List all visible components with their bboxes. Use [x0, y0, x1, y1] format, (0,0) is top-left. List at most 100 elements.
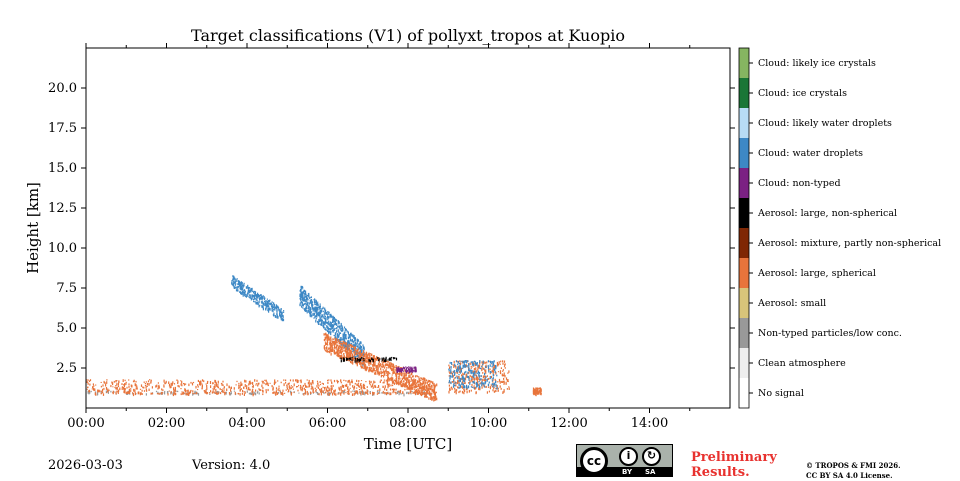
data-cell: [346, 354, 348, 357]
data-cell: [398, 375, 400, 378]
data-cell: [348, 353, 350, 355]
data-cell: [309, 299, 311, 302]
data-cell: [417, 383, 419, 385]
data-cell: [321, 315, 323, 318]
data-cell: [140, 392, 142, 395]
data-cell: [380, 367, 382, 371]
data-cell: [423, 386, 425, 389]
data-cell: [270, 302, 272, 306]
data-cell: [449, 376, 451, 380]
data-cell: [341, 329, 343, 332]
data-cell: [334, 352, 336, 355]
data-cell: [311, 301, 314, 303]
cc-license-badge[interactable]: cc i ↻ BY SA: [576, 444, 673, 477]
data-cell: [312, 386, 314, 390]
data-cell: [482, 367, 484, 370]
data-cell: [364, 364, 367, 366]
data-cell: [484, 385, 486, 388]
data-cell: [221, 383, 223, 386]
data-cell: [364, 355, 366, 357]
data-cell: [275, 387, 278, 390]
data-cell: [468, 364, 470, 368]
data-cell: [331, 382, 333, 385]
data-cell: [449, 366, 451, 369]
data-cell: [500, 387, 502, 390]
data-cell: [300, 285, 302, 289]
data-cell: [364, 392, 366, 396]
data-cell: [386, 363, 388, 366]
data-cell: [471, 384, 473, 386]
data-cell: [327, 317, 329, 321]
data-cell: [87, 386, 89, 389]
data-cell: [332, 324, 335, 327]
data-cell: [376, 368, 378, 372]
data-cell: [206, 387, 208, 390]
y-tick-label: 7.5: [56, 281, 77, 296]
data-cell: [476, 379, 478, 382]
data-cell: [364, 368, 366, 371]
data-cell: [365, 391, 367, 394]
data-cell: [309, 297, 311, 299]
data-cell: [473, 378, 476, 381]
data-cell: [346, 348, 348, 351]
data-cell: [260, 294, 262, 296]
data-cell: [280, 317, 282, 321]
data-cell: [385, 369, 387, 372]
data-cell: [156, 393, 159, 395]
data-cell: [173, 383, 176, 385]
data-cell: [273, 314, 275, 317]
data-cell: [226, 388, 228, 391]
data-cell: [376, 359, 378, 361]
data-cell: [263, 304, 265, 306]
data-cell: [125, 381, 127, 384]
data-cell: [390, 384, 392, 387]
data-cell: [468, 363, 470, 366]
data-cell: [360, 353, 362, 356]
data-cell: [410, 377, 412, 380]
data-cell: [135, 380, 137, 383]
data-cell: [252, 290, 254, 292]
data-cell: [342, 340, 344, 344]
data-cell: [130, 390, 132, 392]
data-cell: [419, 393, 422, 396]
data-cell: [370, 353, 373, 357]
data-cell: [92, 383, 94, 386]
data-cell: [381, 392, 383, 394]
data-cell: [341, 338, 343, 341]
data-cell: [340, 359, 342, 363]
data-cell: [280, 393, 282, 395]
data-cell: [325, 310, 327, 312]
data-cell: [116, 380, 118, 382]
data-cell: [145, 385, 147, 389]
data-cell: [472, 376, 474, 379]
data-cell: [243, 282, 245, 285]
data-cell: [338, 325, 340, 329]
data-cell: [263, 303, 265, 305]
data-cell: [535, 390, 537, 394]
data-cell: [350, 333, 352, 335]
data-cell: [365, 366, 367, 368]
data-cell: [448, 369, 450, 372]
data-cell: [330, 316, 332, 319]
data-cell: [247, 286, 249, 289]
data-cell: [496, 361, 498, 365]
data-cell: [354, 337, 356, 339]
data-cell: [378, 364, 380, 366]
data-cell: [457, 370, 459, 373]
data-cell: [235, 283, 237, 285]
data-cell: [246, 385, 248, 388]
data-cell: [422, 388, 424, 392]
data-cell: [332, 344, 334, 347]
data-cell: [459, 371, 461, 373]
data-cell: [199, 381, 201, 383]
data-cell: [345, 344, 347, 348]
data-cell: [348, 337, 350, 340]
data-cell: [230, 393, 232, 395]
data-cell: [320, 390, 322, 393]
data-cell: [242, 389, 244, 393]
data-cell: [456, 389, 458, 392]
data-cell: [369, 353, 371, 355]
data-cell: [400, 380, 403, 382]
data-cell: [157, 391, 159, 395]
data-cell: [127, 391, 129, 394]
